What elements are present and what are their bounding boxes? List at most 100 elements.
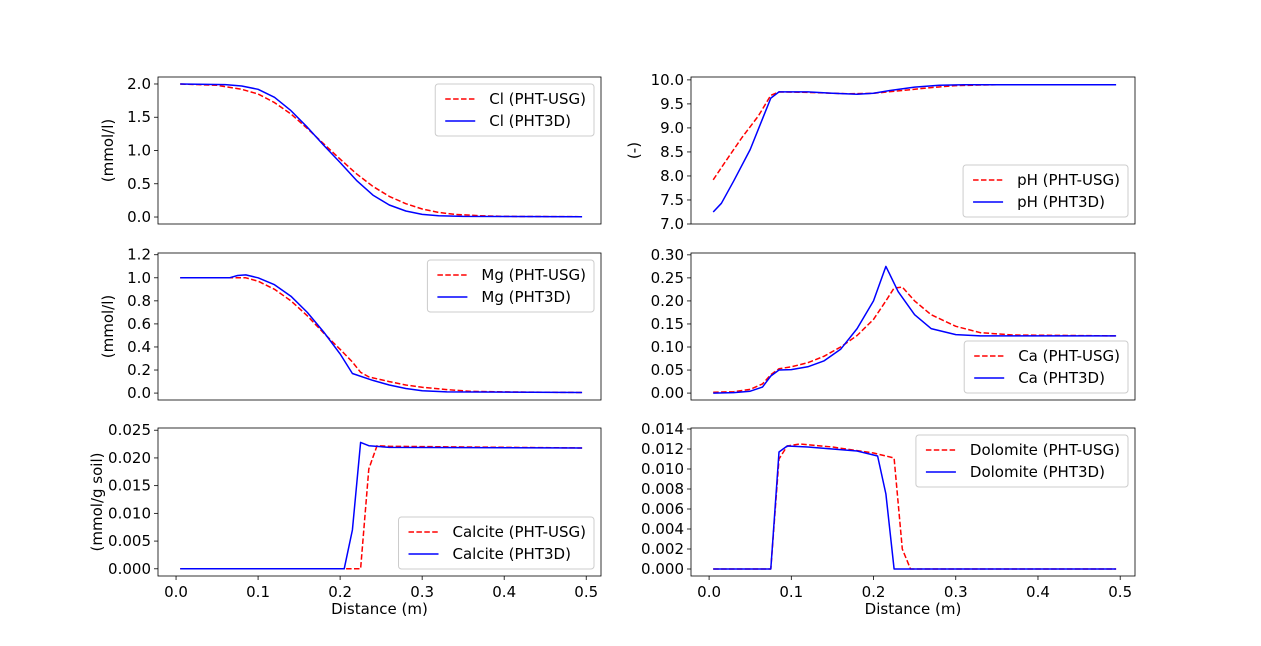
- x-tick-label: 0.2: [328, 583, 352, 601]
- legend-label: Ca (PHT3D): [1018, 369, 1105, 387]
- y-axis-label: (mmol/g soil): [88, 453, 106, 552]
- y-tick-label: 0.020: [108, 449, 151, 467]
- axes-frame: [690, 76, 1136, 225]
- x-tick-label: 0.4: [492, 583, 516, 601]
- y-tick-label: 0.30: [651, 246, 684, 264]
- axes-frame: [690, 252, 1136, 401]
- legend-label: Calcite (PHT3D): [453, 545, 571, 563]
- series-line-pht3d: [712, 83, 1117, 213]
- legend: Mg (PHT-USG) Mg (PHT3D): [426, 259, 595, 313]
- legend-box: [962, 164, 1129, 218]
- x-axis-label: Distance (m): [331, 600, 428, 618]
- x-tick-label: 0.5: [574, 583, 598, 601]
- legend-box: [398, 516, 595, 570]
- series-line-pht3d: [713, 445, 1117, 570]
- y-tick-label: 1.0: [127, 269, 151, 287]
- y-tick-label: 0.015: [108, 477, 151, 495]
- legend-label: Cl (PHT-USG): [489, 90, 586, 108]
- legend-box: [426, 259, 595, 313]
- series-line-pht-usg: [713, 286, 1117, 393]
- legend-label: pH (PHT-USG): [1017, 171, 1120, 189]
- legend-label: Mg (PHT-USG): [481, 266, 586, 284]
- y-tick-label: 1.5: [127, 108, 151, 126]
- subplot-dolomite: 0.000 0.002 0.004 0.006 0.008 0.010 0.012 0.014…: [641, 420, 1136, 618]
- y-tick-label: 10.0: [651, 71, 684, 89]
- series-line-pht-usg: [180, 83, 583, 218]
- y-tick-label: 0.0: [127, 208, 151, 226]
- y-tick-label: 0.05: [651, 361, 684, 379]
- legend-label: pH (PHT3D): [1017, 193, 1105, 211]
- legend: Calcite (PHT-USG) Calcite (PHT3D): [398, 516, 595, 570]
- y-tick-label: 0.005: [108, 532, 151, 550]
- y-tick-label: 0.014: [641, 420, 684, 438]
- x-tick-label: 0.0: [697, 583, 721, 601]
- y-tick-label: 0.010: [108, 504, 151, 522]
- legend: Ca (PHT-USG) Ca (PHT3D): [963, 340, 1129, 394]
- y-tick-label: 0.012: [641, 440, 684, 458]
- y-tick-label: 1.0: [127, 142, 151, 160]
- x-tick-label: 0.0: [164, 583, 188, 601]
- y-tick-label: 8.0: [660, 167, 684, 185]
- y-tick-label: 0.6: [127, 315, 151, 333]
- x-tick-label: 0.4: [1026, 583, 1050, 601]
- legend-label: Ca (PHT-USG): [1018, 347, 1120, 365]
- y-tick-label: 8.5: [660, 143, 684, 161]
- y-tick-label: 0.15: [651, 315, 684, 333]
- legend-label: Calcite (PHT-USG): [453, 523, 586, 541]
- y-tick-label: 9.0: [660, 119, 684, 137]
- y-tick-label: 0.025: [108, 421, 151, 439]
- y-tick-label: 9.5: [660, 95, 684, 113]
- y-tick-label: 0.004: [641, 520, 684, 538]
- axes-frame: [157, 427, 602, 577]
- y-tick-label: 0.006: [641, 500, 684, 518]
- series-line-pht3d: [713, 265, 1117, 394]
- y-axis-label: (-): [625, 142, 643, 159]
- y-tick-label: 0.0: [127, 384, 151, 402]
- x-tick-label: 0.2: [862, 583, 886, 601]
- y-tick-label: 0.20: [651, 292, 684, 310]
- axes-frame: [157, 252, 602, 401]
- subplot-ca: 0.00 0.05 0.10 0.15 0.20 0.25 0.30 Ca (PHT-USG)…: [651, 246, 1136, 402]
- x-tick-label: 0.5: [1108, 583, 1132, 601]
- y-tick-label: 0.2: [127, 361, 151, 379]
- legend: Cl (PHT-USG) Cl (PHT3D): [434, 83, 595, 137]
- series-line-pht3d: [180, 441, 583, 570]
- series-line-pht3d: [180, 83, 583, 218]
- y-tick-label: 7.5: [660, 191, 684, 209]
- legend-box: [963, 340, 1129, 394]
- legend-label: Cl (PHT3D): [489, 112, 571, 130]
- series-line-pht3d: [180, 274, 583, 394]
- x-tick-label: 0.3: [410, 583, 434, 601]
- y-axis-label: (mmol/l): [99, 295, 117, 359]
- y-tick-label: 0.5: [127, 175, 151, 193]
- y-axis-label: (mmol/l): [99, 119, 117, 183]
- y-tick-label: 0.8: [127, 292, 151, 310]
- legend-box: [434, 83, 595, 137]
- legend: pH (PHT-USG) pH (PHT3D): [962, 164, 1129, 218]
- subplot-calcite: 0.000 0.005 0.010 0.015 0.020 0.025 0.0 0.1 0.2 0…: [88, 421, 602, 618]
- y-tick-label: 0.010: [641, 460, 684, 478]
- y-tick-label: 0.008: [641, 480, 684, 498]
- y-tick-label: 7.0: [660, 215, 684, 233]
- legend-box: [915, 434, 1129, 488]
- legend-label: Mg (PHT3D): [481, 288, 571, 306]
- y-tick-label: 0.000: [108, 560, 151, 578]
- y-tick-label: 0.002: [641, 540, 684, 558]
- y-tick-label: 0.00: [651, 384, 684, 402]
- y-tick-label: 1.2: [127, 246, 151, 264]
- x-tick-label: 0.1: [779, 583, 803, 601]
- x-axis-label: Distance (m): [865, 600, 962, 618]
- axes-frame: [157, 76, 602, 225]
- x-tick-label: 0.3: [944, 583, 968, 601]
- subplot-mg: 0.0 0.2 0.4 0.6 0.8 1.0 1.2 (mmol/l) Mg (PHT-USG…: [99, 246, 602, 402]
- subplot-ph: 7.07.58.08.59.09.510.0(-)pH (PHT-USG)pH …: [625, 71, 1136, 233]
- x-tick-label: 0.1: [246, 583, 270, 601]
- y-tick-label: 0.25: [651, 269, 684, 287]
- subplot-cl: 0.00.51.01.52.0(mmol/l)Cl (PHT-USG)Cl (P…: [99, 75, 602, 226]
- legend-label: Dolomite (PHT3D): [970, 463, 1105, 481]
- y-tick-label: 2.0: [127, 75, 151, 93]
- y-tick-label: 0.10: [651, 338, 684, 356]
- series-line-pht-usg: [180, 277, 583, 394]
- y-tick-label: 0.4: [127, 338, 151, 356]
